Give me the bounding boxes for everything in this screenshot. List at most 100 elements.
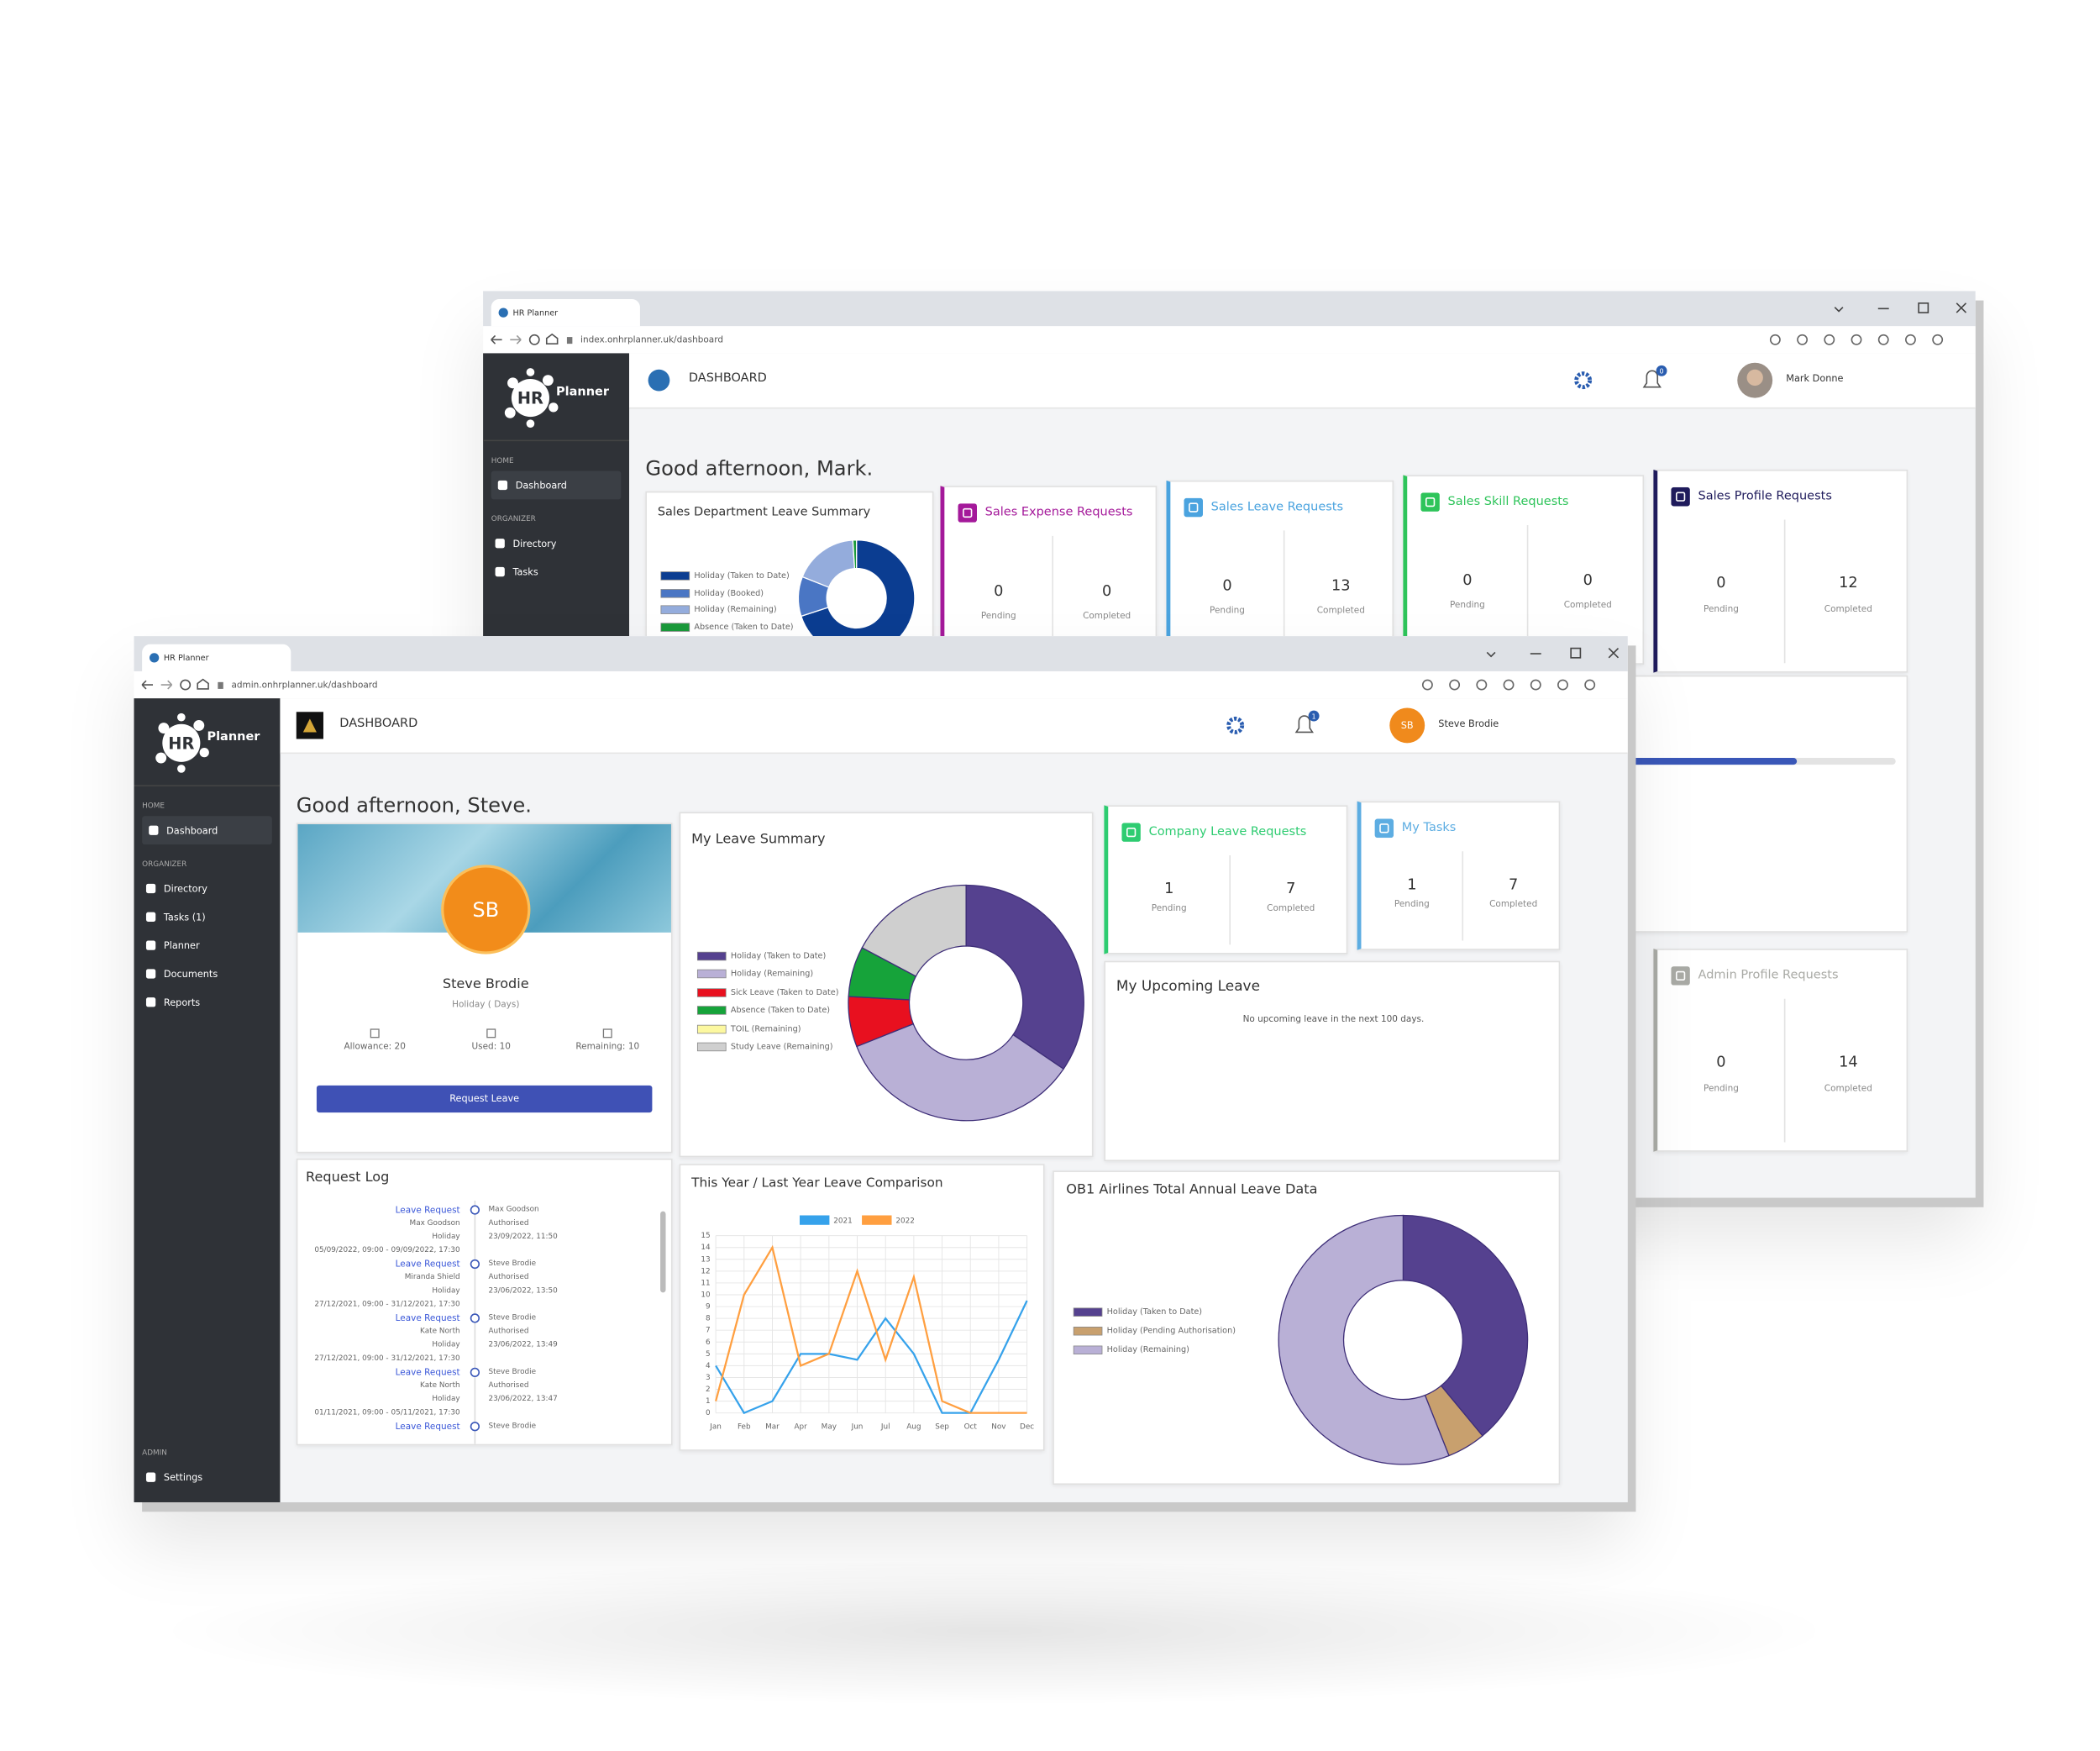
legend-label: Holiday (Taken to Date) bbox=[730, 951, 827, 961]
log-period: 01/11/2021, 09:00 - 05/11/2021, 17:30 bbox=[314, 1408, 460, 1417]
sidebar-item[interactable]: Tasks bbox=[483, 558, 629, 586]
stat-value: 20 bbox=[394, 1040, 406, 1052]
sidebar-item[interactable]: Dashboard bbox=[142, 816, 272, 845]
legend-color bbox=[1073, 1307, 1103, 1317]
forward-icon bbox=[160, 680, 173, 690]
logo-mark: HR bbox=[504, 368, 559, 429]
header-logo bbox=[648, 369, 670, 392]
legend-item: Absence (Taken to Date) bbox=[660, 622, 794, 631]
legend-swatch bbox=[696, 1042, 727, 1052]
donut-slice bbox=[848, 996, 915, 1048]
sidebar-item[interactable]: Reports bbox=[134, 988, 280, 1017]
x-tick-label: Aug bbox=[906, 1422, 921, 1431]
user-name[interactable]: Steve Brodie bbox=[1438, 718, 1499, 730]
avatar-face bbox=[1746, 369, 1763, 386]
icon-glyph bbox=[1189, 502, 1199, 513]
x-tick-label: Jan bbox=[709, 1422, 722, 1431]
browser-tab[interactable]: HR Planner bbox=[491, 298, 640, 327]
icon-box bbox=[958, 503, 977, 523]
sidebar-item[interactable]: Dashboard bbox=[491, 471, 622, 500]
legend-label: Sick Leave (Taken to Date) bbox=[730, 987, 839, 997]
log-actor: Max Goodson bbox=[488, 1206, 539, 1214]
browser-tab[interactable]: HR Planner bbox=[142, 644, 291, 671]
annual-leave-card: OB1 Airlines Total Annual Leave Data Holi… bbox=[1053, 1170, 1561, 1485]
sidebar-item-label: Tasks bbox=[512, 566, 538, 578]
scrollbar-thumb bbox=[660, 1211, 666, 1293]
y-tick-label: 2 bbox=[706, 1386, 711, 1394]
count-pending: 0 bbox=[994, 581, 1004, 600]
legend-label: Holiday (Taken to Date) bbox=[1106, 1307, 1203, 1317]
avatar bbox=[1389, 707, 1425, 744]
log-employee: Max Goodson bbox=[409, 1219, 460, 1228]
sidebar-item[interactable]: Settings bbox=[134, 1463, 280, 1491]
legend-label: Absence (Taken to Date) bbox=[694, 622, 794, 632]
request-leave-button[interactable]: Request Leave bbox=[316, 1085, 653, 1113]
card-icon bbox=[1374, 818, 1394, 839]
count-label: Completed bbox=[1316, 605, 1365, 617]
card-icon bbox=[1420, 492, 1440, 512]
y-tick-label: 13 bbox=[701, 1255, 710, 1264]
legend-color bbox=[660, 571, 690, 581]
avatar-initials: SB bbox=[472, 898, 499, 922]
icon-shape bbox=[497, 480, 508, 491]
close-icon bbox=[1956, 302, 1967, 313]
profile-subtitle: Holiday ( Days) bbox=[452, 998, 520, 1010]
back-icon bbox=[491, 334, 502, 344]
y-tick-label: 14 bbox=[701, 1244, 711, 1252]
settings-icon[interactable] bbox=[1226, 716, 1245, 734]
y-tick-label: 4 bbox=[706, 1362, 711, 1370]
legend-swatch bbox=[660, 571, 690, 581]
stat-label: Used: bbox=[471, 1040, 497, 1052]
count-completed: 7 bbox=[1509, 875, 1519, 893]
donut-slice bbox=[861, 947, 916, 977]
donut-slice bbox=[801, 539, 856, 588]
user-name[interactable]: Mark Donne bbox=[1786, 373, 1844, 385]
profile-card: SB Steve Brodie Holiday ( Days) Allowance: … bbox=[296, 823, 673, 1154]
sidebar-item[interactable]: Planner bbox=[134, 931, 280, 960]
legend-swatch bbox=[1073, 1345, 1103, 1355]
favicon-dot bbox=[498, 308, 508, 318]
sidebar-icon bbox=[145, 912, 156, 922]
floor-shadow bbox=[149, 1556, 1840, 1706]
calendar-shape bbox=[602, 1028, 612, 1039]
sidebar-item[interactable]: Documents bbox=[134, 960, 280, 988]
stat-label: Remaining: bbox=[575, 1040, 626, 1052]
legend-color bbox=[696, 987, 727, 997]
icon-glyph bbox=[1675, 970, 1686, 981]
legend-label: Holiday (Booked) bbox=[694, 587, 764, 598]
card-title: My Leave Summary bbox=[691, 832, 826, 848]
icon-shape bbox=[145, 969, 156, 979]
notification-icon[interactable] bbox=[1294, 715, 1314, 734]
x-tick-label: Mar bbox=[765, 1422, 780, 1431]
icon-box bbox=[1121, 823, 1141, 842]
icon-shape bbox=[145, 1472, 156, 1482]
y-tick-label: 10 bbox=[701, 1291, 711, 1299]
x-tick-label: Jun bbox=[851, 1422, 864, 1431]
count-completed: 0 bbox=[1583, 571, 1593, 589]
y-tick-label: 8 bbox=[706, 1315, 711, 1323]
logo-blob bbox=[155, 752, 167, 764]
toolbar-icon bbox=[1476, 679, 1488, 691]
y-tick-label: 0 bbox=[706, 1409, 711, 1417]
x-tick-label: Feb bbox=[738, 1422, 751, 1431]
user-avatar: SB bbox=[1389, 707, 1425, 744]
header-logo bbox=[296, 712, 323, 739]
count-pending: 0 bbox=[1716, 1052, 1726, 1070]
tab-bar: HR Planner bbox=[134, 636, 1628, 671]
sidebar-item[interactable]: Directory bbox=[134, 875, 280, 903]
x-tick-label: Dec bbox=[1020, 1422, 1034, 1431]
sidebar-icon bbox=[145, 997, 156, 1007]
legend-label: 2021 bbox=[833, 1217, 853, 1225]
address-bar: admin.onhrplanner.uk/dashboard bbox=[134, 670, 1628, 700]
notification-icon[interactable] bbox=[1642, 370, 1662, 388]
toolbar-icon bbox=[1530, 679, 1541, 691]
log-employee: Kate North bbox=[420, 1381, 460, 1391]
card-title: OB1 Airlines Total Annual Leave Data bbox=[1066, 1182, 1318, 1198]
sidebar-icon bbox=[495, 566, 505, 577]
sidebar-item[interactable]: Directory bbox=[483, 529, 629, 558]
window-controls bbox=[1834, 302, 1967, 313]
sidebar-item[interactable]: Tasks (1) bbox=[134, 902, 280, 931]
logo-blob bbox=[158, 723, 170, 734]
settings-icon[interactable] bbox=[1574, 371, 1593, 390]
count-label: Completed bbox=[1563, 599, 1612, 611]
